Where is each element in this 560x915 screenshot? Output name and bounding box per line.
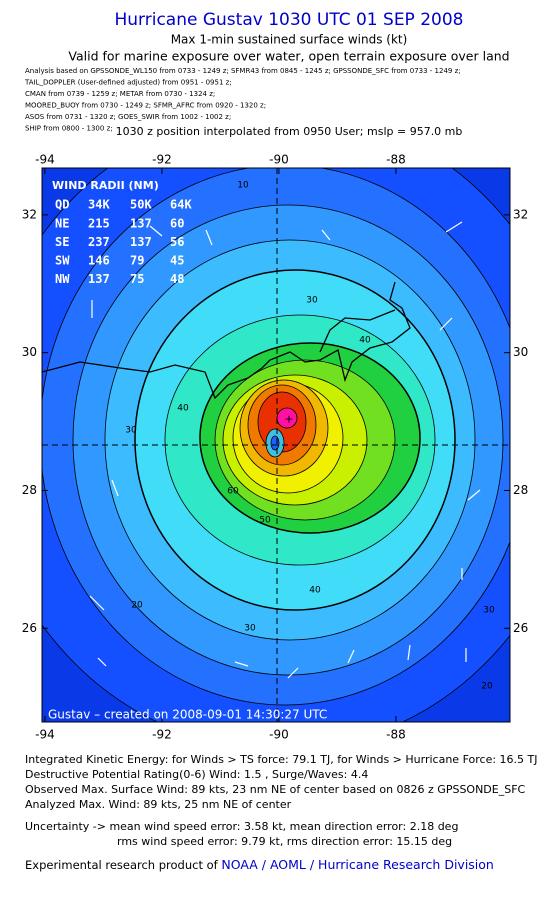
- product-label: Experimental research product of NOAA / …: [25, 857, 494, 872]
- lat-label: 26: [22, 621, 37, 635]
- radii-title: WIND RADII (NM): [52, 179, 159, 192]
- footer-line: Analyzed Max. Wind: 89 kts, 25 nm NE of …: [25, 798, 292, 811]
- radii-cell: 79: [130, 254, 144, 268]
- contour-label: 30: [483, 606, 495, 616]
- title: Hurricane Gustav 1030 UTC 01 SEP 2008: [115, 10, 464, 30]
- contour-label: 20: [481, 682, 493, 692]
- lon-label: -88: [386, 153, 406, 167]
- lat-label: 26: [513, 621, 528, 635]
- radii-cell: 137: [130, 217, 152, 231]
- valid: Valid for marine exposure over water, op…: [68, 49, 509, 64]
- footer-line: Uncertainty -> mean wind speed error: 3.…: [25, 820, 458, 833]
- radii-cell: 215: [88, 217, 110, 231]
- lat-label: 28: [513, 483, 528, 497]
- radii-cell: SE: [55, 235, 69, 249]
- subtitle: Max 1-min sustained surface winds (kt): [171, 33, 408, 47]
- radii-cell: 56: [170, 235, 184, 249]
- footer-line: Destructive Potential Rating(0-6) Wind: …: [25, 768, 368, 781]
- source-line: ASOS from 0731 - 1320 z; GOES_SWIR from …: [25, 113, 231, 121]
- source-line: CMAN from 0739 - 1259 z; METAR from 0730…: [25, 90, 215, 98]
- contour-label: 50: [259, 516, 271, 526]
- footer-line: rms wind speed error: 9.79 kt, rms direc…: [117, 835, 452, 848]
- radii-cell: 45: [170, 254, 184, 268]
- radii-cell: 146: [88, 254, 110, 268]
- contour-label: 30: [306, 296, 318, 306]
- lon-label: -92: [152, 153, 172, 167]
- radii-cell: 60: [170, 217, 184, 231]
- radii-cell: 237: [88, 235, 110, 249]
- footer-line: Integrated Kinetic Energy: for Winds > T…: [25, 753, 538, 766]
- lat-label: 32: [513, 207, 528, 221]
- lat-label: 30: [22, 345, 37, 359]
- footer: Integrated Kinetic Energy: for Winds > T…: [25, 753, 538, 848]
- radii-cell: SW: [55, 254, 70, 268]
- radii-header: 34K: [88, 198, 110, 212]
- radii-header: 50K: [130, 198, 152, 212]
- contour-label: 40: [309, 586, 321, 596]
- radii-cell: 137: [88, 272, 110, 286]
- lon-label: -94: [35, 153, 55, 167]
- contours: [42, 168, 510, 722]
- footer-line: Observed Max. Surface Wind: 89 kts, 23 n…: [25, 783, 526, 796]
- source-line: TAIL_DOPPLER (User-defined adjusted) fro…: [24, 79, 232, 87]
- contour-label: 40: [177, 404, 189, 414]
- product: Experimental research product of: [25, 858, 219, 872]
- contour-label: 30: [125, 426, 137, 436]
- coastline: [42, 281, 411, 400]
- radii-cell: 48: [170, 272, 184, 286]
- contour-label: 20: [131, 601, 143, 611]
- radii-cell: 137: [130, 235, 152, 249]
- radii-cell: NW: [55, 272, 70, 286]
- lat-label: 32: [22, 207, 37, 221]
- center-marker: +: [284, 413, 293, 426]
- radii-cell: 75: [130, 272, 144, 286]
- contour-label: 60: [227, 487, 239, 497]
- position: 1030 z position interpolated from 0950 U…: [116, 125, 463, 138]
- radii-header: 64K: [170, 198, 192, 212]
- map-field: [42, 168, 510, 722]
- map-labels: -94 -94 -92 -92 -90 -90 -88 -88 26 26 28 28 30 30 32 32…: [22, 153, 529, 742]
- contour-label: 10: [237, 181, 249, 191]
- source-line: MOORED_BUOY from 0730 - 1249 z; SFMR_AFR…: [25, 102, 266, 110]
- lon-label: -94: [35, 728, 55, 742]
- lon-label: -90: [269, 728, 289, 742]
- lon-label: -92: [152, 728, 172, 742]
- lat-label: 30: [513, 345, 528, 359]
- lon-label: -88: [386, 728, 406, 742]
- wind-vectors: [89, 221, 481, 679]
- contour-label: 40: [359, 336, 371, 346]
- org: NOAA / AOML / Hurricane Research Divisio…: [221, 857, 493, 872]
- radii-header: QD: [55, 198, 69, 212]
- sources: Analysis based on GPSSONDE_WL150 from 07…: [24, 67, 461, 133]
- map-frame: [41, 167, 511, 723]
- radii-cell: NE: [55, 217, 69, 231]
- source-line: SHIP from 0800 - 1300 z;: [25, 125, 113, 133]
- credit: Gustav – created on 2008-09-01 14:30:27 …: [48, 708, 327, 722]
- source-line: Analysis based on GPSSONDE_WL150 from 07…: [25, 67, 461, 75]
- contour-label: 30: [244, 624, 256, 634]
- lon-label: -90: [269, 153, 289, 167]
- lat-label: 28: [22, 483, 37, 497]
